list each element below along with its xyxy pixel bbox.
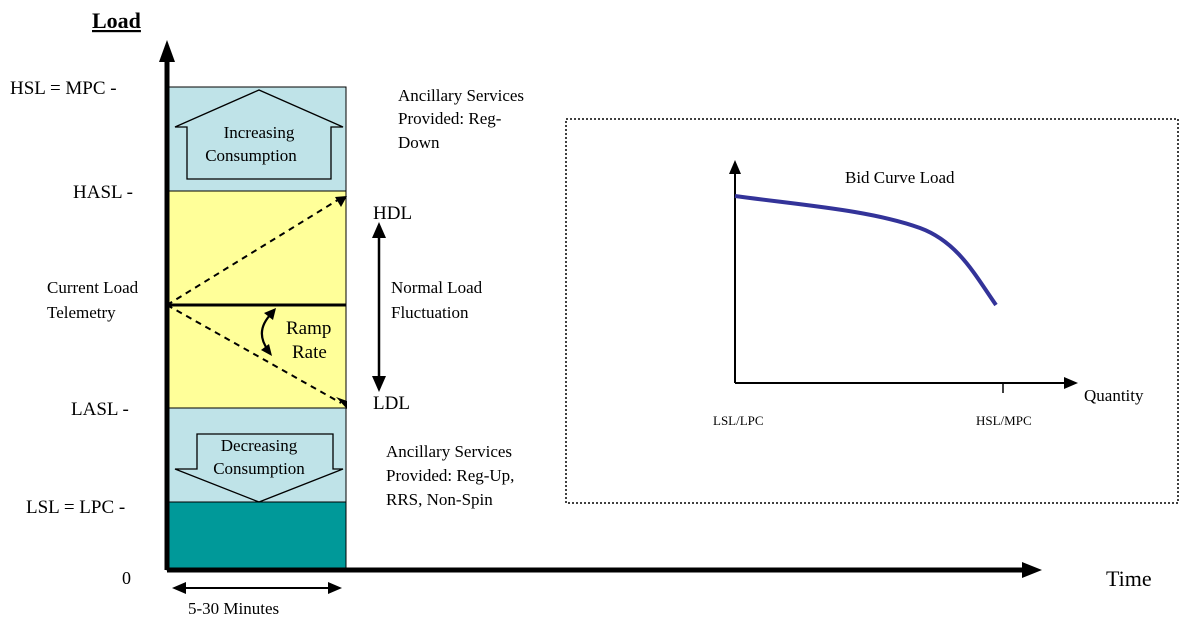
bid-curve-box bbox=[565, 118, 1179, 504]
bid-curve-title: Bid Curve Load bbox=[845, 168, 955, 187]
bid-y-arrowhead bbox=[729, 160, 741, 174]
lsl-lpc-label: LSL = LPC - bbox=[26, 497, 125, 518]
fluctuation-arrowhead-top bbox=[372, 222, 386, 238]
ramp-label-line2: Rate bbox=[292, 342, 327, 363]
band-upper-fluctuation bbox=[166, 190, 347, 306]
ramp-up-arrowhead bbox=[335, 196, 347, 207]
as-up-line3: RRS, Non-Spin bbox=[386, 490, 493, 509]
as-up-line1: Ancillary Services bbox=[386, 442, 512, 461]
decreasing-label-line1: Decreasing bbox=[221, 436, 298, 455]
ramp-up-line bbox=[166, 197, 342, 306]
ramp-rate-arrowhead-bottom bbox=[261, 344, 272, 356]
x-axis-arrowhead bbox=[1022, 562, 1042, 578]
bid-tick-right-label: HSL/MPC bbox=[976, 413, 1032, 428]
as-down-line2: Provided: Reg- bbox=[398, 109, 502, 128]
normal-fluctuation-line1: Normal Load bbox=[391, 278, 483, 297]
ramp-label-line1: Ramp bbox=[286, 318, 331, 339]
as-down-line1: Ancillary Services bbox=[398, 86, 524, 105]
duration-arrowhead-left bbox=[172, 582, 186, 594]
current-load-label-line1: Current Load bbox=[47, 278, 139, 297]
band-minimum bbox=[166, 501, 347, 571]
decreasing-label-line2: Consumption bbox=[213, 459, 305, 478]
increasing-label-line1: Increasing bbox=[224, 123, 295, 142]
decreasing-arrow-shape bbox=[174, 433, 344, 503]
ramp-down-arrowhead bbox=[336, 397, 347, 409]
increasing-arrow-shape bbox=[174, 89, 344, 180]
hsl-mpc-label: HSL = MPC - bbox=[10, 78, 117, 99]
y-axis-title: Load bbox=[92, 8, 141, 33]
as-up-line2: Provided: Reg-Up, bbox=[386, 466, 514, 485]
normal-fluctuation-line2: Fluctuation bbox=[391, 303, 469, 322]
bid-tick-left-label: LSL/LPC bbox=[713, 413, 764, 428]
ramp-rate-arrowhead-top bbox=[264, 308, 276, 320]
bid-curve bbox=[734, 194, 998, 307]
increasing-label-line2: Consumption bbox=[205, 146, 297, 165]
origin-label: 0 bbox=[122, 568, 131, 588]
as-down-line3: Down bbox=[398, 133, 440, 152]
hasl-label: HASL - bbox=[73, 182, 133, 203]
lasl-label: LASL - bbox=[71, 399, 129, 420]
bid-x-arrowhead bbox=[1064, 377, 1078, 389]
bid-x-label: Quantity bbox=[1084, 386, 1144, 405]
current-load-label-line2: Telemetry bbox=[47, 303, 116, 322]
ramp-down-line bbox=[166, 304, 342, 404]
y-axis-arrowhead bbox=[159, 40, 175, 62]
duration-arrowhead-right bbox=[328, 582, 342, 594]
duration-label: 5-30 Minutes bbox=[188, 599, 279, 618]
hdl-label: HDL bbox=[373, 203, 412, 224]
fluctuation-arrowhead-bottom bbox=[372, 376, 386, 392]
ldl-label: LDL bbox=[373, 393, 410, 414]
x-axis-title: Time bbox=[1106, 566, 1152, 591]
